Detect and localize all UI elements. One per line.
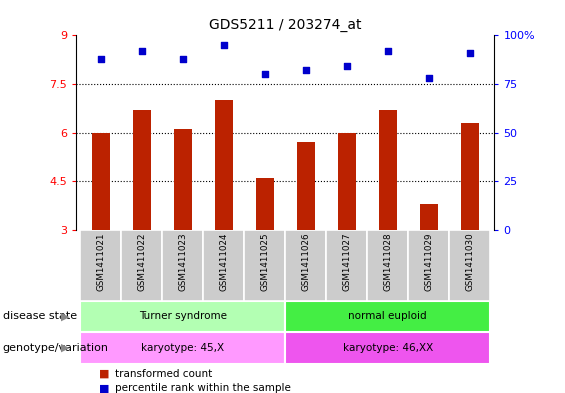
- Point: [179, 55, 188, 62]
- Title: GDS5211 / 203274_at: GDS5211 / 203274_at: [209, 18, 362, 31]
- Text: GSM1411022: GSM1411022: [137, 232, 146, 290]
- Text: GSM1411028: GSM1411028: [383, 232, 392, 291]
- Text: normal euploid: normal euploid: [349, 311, 427, 321]
- Bar: [80, 332, 285, 364]
- Bar: [285, 230, 327, 301]
- Bar: [338, 132, 356, 230]
- Bar: [244, 230, 285, 301]
- Bar: [460, 123, 479, 230]
- Bar: [203, 230, 244, 301]
- Text: GSM1411024: GSM1411024: [219, 232, 228, 290]
- Text: percentile rank within the sample: percentile rank within the sample: [115, 383, 290, 393]
- Text: transformed count: transformed count: [115, 369, 212, 379]
- Text: Turner syndrome: Turner syndrome: [139, 311, 227, 321]
- Bar: [285, 332, 490, 364]
- Bar: [133, 110, 151, 230]
- Text: GSM1411023: GSM1411023: [179, 232, 188, 291]
- Point: [137, 48, 146, 54]
- Text: GSM1411029: GSM1411029: [424, 232, 433, 290]
- Bar: [162, 230, 203, 301]
- Text: GSM1411030: GSM1411030: [466, 232, 474, 291]
- Bar: [121, 230, 162, 301]
- Point: [424, 75, 433, 81]
- Point: [342, 63, 351, 70]
- Bar: [367, 230, 408, 301]
- Point: [219, 42, 228, 48]
- Text: karyotype: 45,X: karyotype: 45,X: [141, 343, 224, 353]
- Text: genotype/variation: genotype/variation: [3, 343, 109, 353]
- Point: [383, 48, 392, 54]
- Bar: [420, 204, 438, 230]
- Text: ■: ■: [99, 369, 110, 379]
- Point: [301, 67, 310, 73]
- Bar: [379, 110, 397, 230]
- Text: karyotype: 46,XX: karyotype: 46,XX: [343, 343, 433, 353]
- Bar: [80, 230, 121, 301]
- Bar: [408, 230, 449, 301]
- Bar: [285, 301, 490, 332]
- Bar: [297, 142, 315, 230]
- Text: GSM1411026: GSM1411026: [301, 232, 310, 290]
- Point: [465, 50, 474, 56]
- Bar: [92, 132, 110, 230]
- Text: disease state: disease state: [3, 311, 77, 321]
- Point: [260, 71, 270, 77]
- Bar: [255, 178, 274, 230]
- Text: GSM1411021: GSM1411021: [97, 232, 105, 290]
- Text: GSM1411025: GSM1411025: [260, 232, 270, 291]
- Text: GSM1411027: GSM1411027: [342, 232, 351, 291]
- Text: ■: ■: [99, 383, 110, 393]
- Text: ▶: ▶: [60, 311, 69, 321]
- Bar: [215, 100, 233, 230]
- Point: [97, 55, 106, 62]
- Bar: [327, 230, 367, 301]
- Bar: [449, 230, 490, 301]
- Bar: [80, 301, 285, 332]
- Text: ▶: ▶: [60, 343, 69, 353]
- Bar: [173, 129, 192, 230]
